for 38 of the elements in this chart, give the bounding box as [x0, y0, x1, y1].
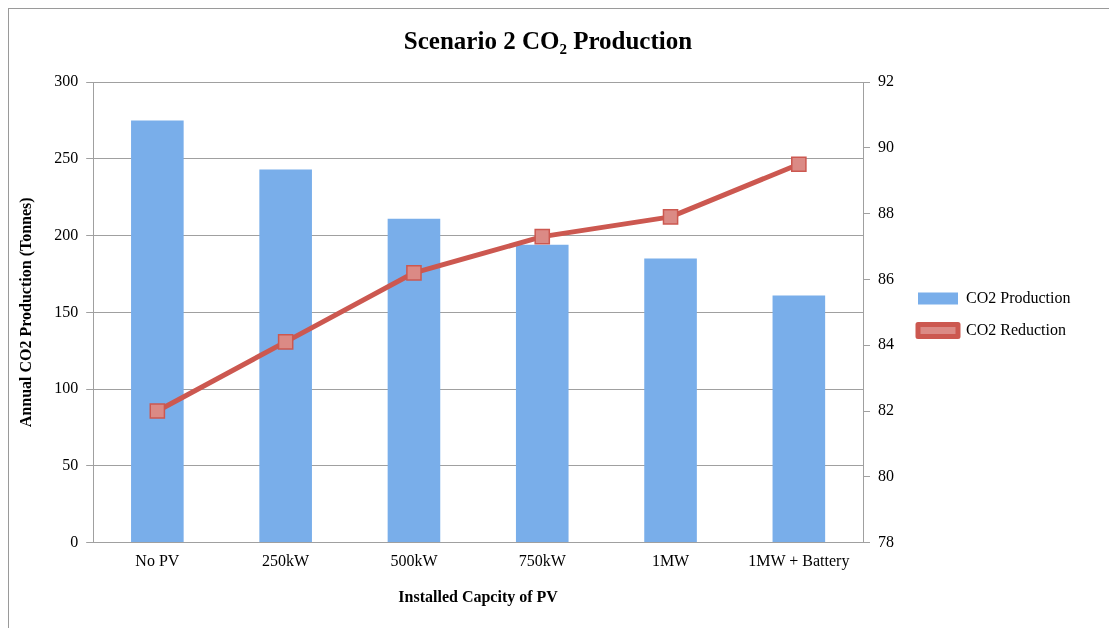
x-axis-title: Installed Capcity of PV: [398, 587, 559, 606]
point: [149, 403, 166, 419]
y2-tick-label: 80: [878, 467, 894, 484]
y-tick-label: 250: [54, 148, 79, 166]
y2-tick-label: 84: [878, 335, 894, 353]
bar: [772, 295, 826, 543]
y-tick-label: 200: [54, 225, 79, 243]
x-tick-label: 1MW: [651, 552, 691, 570]
x-tick-label: 750kW: [518, 552, 567, 570]
bar: [644, 258, 697, 543]
x-tick-label: 1MW + Battery: [748, 552, 850, 571]
x-tick-label: 250kW: [262, 552, 311, 570]
y-tick-label: 100: [54, 379, 79, 397]
point: [534, 228, 551, 245]
y2-tick-label: 86: [878, 269, 894, 287]
y-tick-label: 50: [62, 456, 79, 474]
y-tick-label: 0: [70, 532, 79, 550]
legend-label: CO2 Production: [966, 288, 1071, 306]
point: [662, 209, 679, 225]
x-tick-label: 500kW: [390, 552, 439, 570]
point: [791, 156, 807, 173]
y-tick-label: 300: [54, 72, 79, 90]
y2-tick-label: 82: [878, 401, 894, 419]
bar: [515, 244, 569, 543]
y2-tick-label: 88: [878, 203, 894, 221]
y2-tick-label: 92: [878, 72, 894, 90]
bar: [387, 218, 441, 543]
bar: [259, 169, 312, 543]
point: [406, 265, 422, 281]
legend-label: CO2 Reduction: [966, 320, 1066, 338]
chart-title: Scenario 2 CO₂ Production: [403, 27, 693, 55]
y2-tick-label: 90: [878, 138, 894, 155]
x-tick-label: No PV: [135, 552, 180, 570]
bar: [131, 120, 184, 543]
y-tick-label: 150: [54, 302, 79, 320]
point: [277, 334, 294, 350]
y-axis-title: Annual CO2 Production (Tonnes): [16, 197, 35, 428]
y2-tick-label: 78: [878, 532, 894, 550]
